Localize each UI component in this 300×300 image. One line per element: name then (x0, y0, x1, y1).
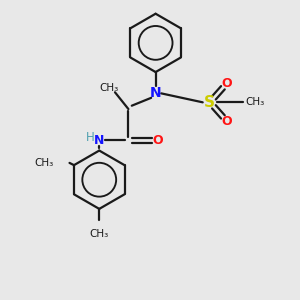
Text: CH₃: CH₃ (90, 229, 109, 239)
Text: N: N (150, 86, 161, 100)
Text: N: N (94, 134, 104, 147)
Text: CH₃: CH₃ (100, 83, 119, 93)
Text: CH₃: CH₃ (34, 158, 54, 168)
Text: CH₃: CH₃ (245, 97, 265, 107)
Text: O: O (152, 134, 163, 147)
Text: O: O (221, 115, 232, 128)
Text: H: H (86, 130, 95, 144)
Text: O: O (221, 77, 232, 90)
Text: S: S (204, 95, 215, 110)
